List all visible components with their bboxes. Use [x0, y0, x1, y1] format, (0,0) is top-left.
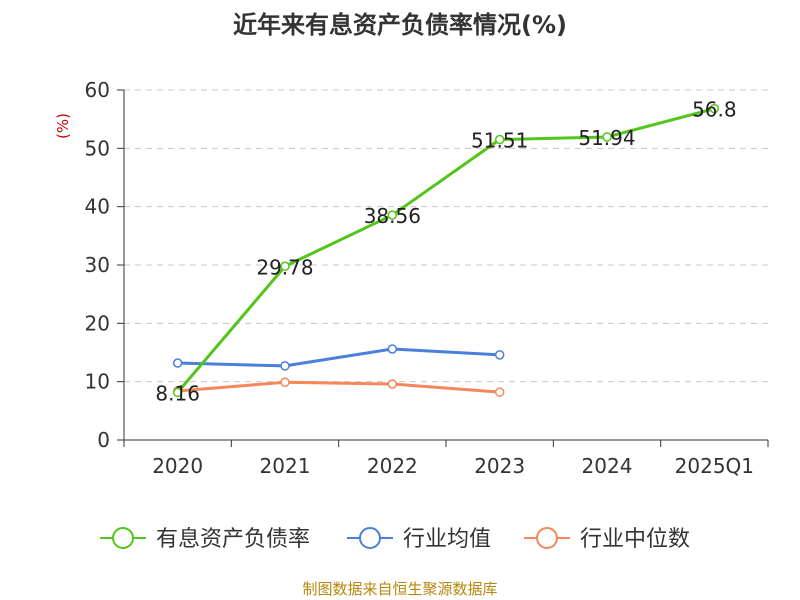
legend-item[interactable]: 有息资产负债率: [100, 527, 310, 552]
data-point: [387, 210, 398, 220]
data-labels: 8.16 29.78 38.56 51.51 51.94 56.8: [155, 98, 736, 406]
data-point: [494, 387, 505, 397]
y-tick-label: 10: [85, 370, 110, 394]
x-tick-label: 2022: [367, 454, 418, 478]
data-label: 8.16: [155, 381, 200, 405]
source-footer: 制图数据来自恒生聚源数据库: [302, 580, 497, 598]
legend-marker: [359, 527, 381, 549]
data-point: [494, 134, 505, 145]
data-label: 29.78: [256, 255, 313, 279]
x-tick-label: 2020: [152, 454, 203, 478]
legend-label: 行业均值: [403, 527, 491, 552]
legend-item[interactable]: 行业均值: [347, 527, 491, 552]
y-tick-label: 30: [85, 253, 110, 277]
data-point: [280, 377, 290, 387]
legend[interactable]: 有息资产负债率 行业均值 行业中位数: [100, 527, 690, 552]
chart-title: 近年来有息资产负债率情况(%): [233, 11, 567, 39]
x-tick-label: 2024: [582, 454, 633, 478]
legend-item[interactable]: 行业中位数: [524, 527, 690, 552]
legend-marker: [112, 527, 134, 549]
x-tick-label: 2025Q1: [675, 454, 754, 478]
y-tick-label: 40: [85, 195, 110, 219]
y-tick-label: 0: [97, 428, 110, 452]
y-tick-label: 20: [85, 311, 110, 335]
data-point: [387, 379, 398, 389]
series-line: [177, 380, 500, 394]
data-point: [172, 387, 183, 398]
data-point: [172, 358, 183, 368]
data-point: [280, 361, 290, 371]
series-line: [177, 347, 500, 368]
data-point: [602, 132, 612, 142]
legend-label: 有息资产负债率: [156, 527, 310, 552]
legend-label: 行业中位数: [580, 527, 690, 552]
data-point: [387, 344, 398, 354]
data-label: 38.56: [364, 204, 421, 228]
data-label: 51.51: [471, 129, 528, 153]
y-axis-label: (%): [54, 113, 72, 139]
data-label: 51.94: [578, 126, 635, 150]
x-tick-label: 2021: [260, 454, 311, 478]
y-tick-label: 60: [85, 78, 110, 102]
y-tick-label: 50: [85, 136, 110, 160]
grid-lines: [124, 89, 768, 383]
series-lines: [172, 103, 720, 398]
axes: 0 10 20 30 40 50 60 2020 2021 2022 2023 2024 2025Q1: [85, 78, 769, 478]
series-line: [176, 107, 715, 394]
x-tick-label: 2023: [474, 454, 525, 478]
data-point: [494, 350, 505, 360]
legend-marker: [536, 527, 558, 549]
data-point: [280, 261, 290, 272]
data-label: 56.8: [692, 98, 737, 122]
data-point: [709, 103, 720, 114]
